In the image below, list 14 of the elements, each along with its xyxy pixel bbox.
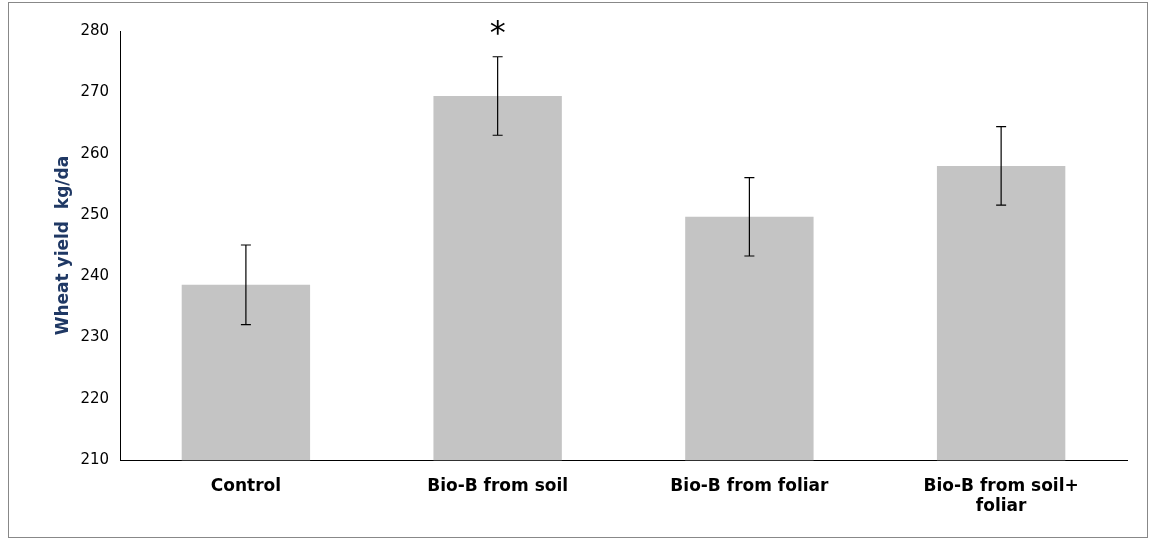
y-tick-label: 210	[80, 450, 110, 469]
y-axis-title: Wheat yield kg/da	[51, 155, 72, 336]
y-tick-label: 250	[80, 204, 110, 223]
x-tick-label: Bio-B from soil+ foliar	[923, 474, 1079, 516]
x-tick-label: Control	[210, 474, 282, 495]
y-tick-label: 260	[80, 143, 110, 162]
y-tick-label: 220	[80, 388, 110, 407]
y-tick-label: 280	[80, 20, 110, 39]
x-tick-label: Bio-B from foliar	[670, 474, 830, 495]
y-tick-label: 240	[80, 266, 110, 285]
y-tick-label: 270	[80, 82, 110, 101]
y-tick-label: 230	[80, 327, 110, 346]
annotation: *	[489, 13, 506, 52]
x-tick-label: Bio-B from soil	[427, 474, 569, 495]
